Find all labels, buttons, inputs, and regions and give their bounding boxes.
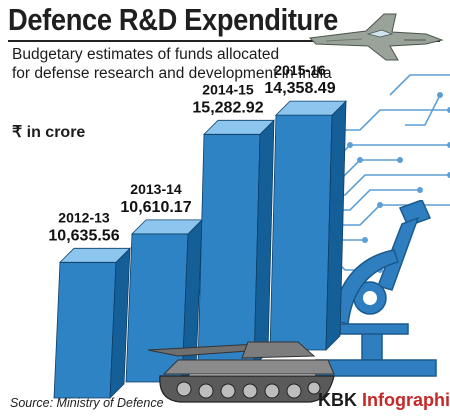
fighter-jet-icon — [308, 13, 444, 61]
bar-2012-13 — [53, 247, 131, 400]
bar-category-label: 2015-16 — [274, 62, 326, 78]
page-title: Defence R&D Expenditure — [8, 2, 338, 37]
bar-2015-16 — [269, 100, 347, 351]
bar-2013-14 — [125, 218, 203, 384]
bar-value-label: 14,358.49 — [264, 80, 335, 97]
brand-credit: KBK Infographics — [318, 390, 450, 411]
bar-2014-15 — [197, 119, 275, 367]
bar-value-label: 10,610.17 — [120, 199, 191, 216]
brand-suffix: Infographics — [362, 390, 450, 410]
bar-top — [59, 247, 131, 263]
bar-category-label: 2013-14 — [130, 181, 182, 197]
microscope-icon — [315, 200, 437, 377]
bar-category-label: 2014-15 — [202, 81, 254, 97]
subtitle-line-1: Budgetary estimates of funds allocated — [12, 46, 280, 63]
bar-front — [197, 133, 261, 367]
bar-front — [53, 261, 117, 399]
bar-top — [203, 119, 275, 135]
bar-value-label: 10,635.56 — [48, 227, 119, 244]
subtitle-line-2: for defense research and development in … — [12, 65, 332, 82]
bar-front — [269, 114, 333, 351]
subtitle: Budgetary estimates of funds allocated f… — [12, 45, 332, 83]
battle-tank-icon — [147, 341, 335, 403]
bar-category-label: 2012-13 — [58, 209, 110, 225]
source-note: Source: Ministry of Defence — [10, 396, 164, 410]
title-divider — [8, 40, 440, 42]
brand-prefix: KBK — [318, 390, 362, 410]
bar-value-label: 15,282.92 — [192, 99, 263, 116]
bar-top — [275, 100, 347, 116]
unit-label: ₹ in crore — [12, 124, 86, 141]
